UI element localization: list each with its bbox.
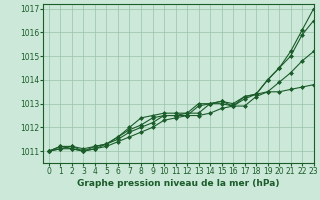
X-axis label: Graphe pression niveau de la mer (hPa): Graphe pression niveau de la mer (hPa) xyxy=(77,179,280,188)
